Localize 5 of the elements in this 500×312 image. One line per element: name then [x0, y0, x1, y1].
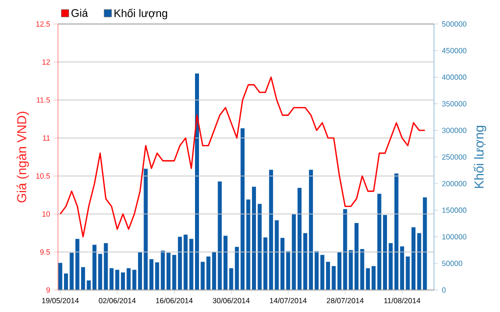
legend-label: Giá — [71, 8, 88, 17]
y-axis-title: Giá (ngàn VND) — [16, 112, 29, 202]
legend-label: Khối lượng — [114, 8, 168, 20]
bar — [422, 197, 427, 290]
y2-axis-title: Khối lượng — [474, 126, 486, 188]
